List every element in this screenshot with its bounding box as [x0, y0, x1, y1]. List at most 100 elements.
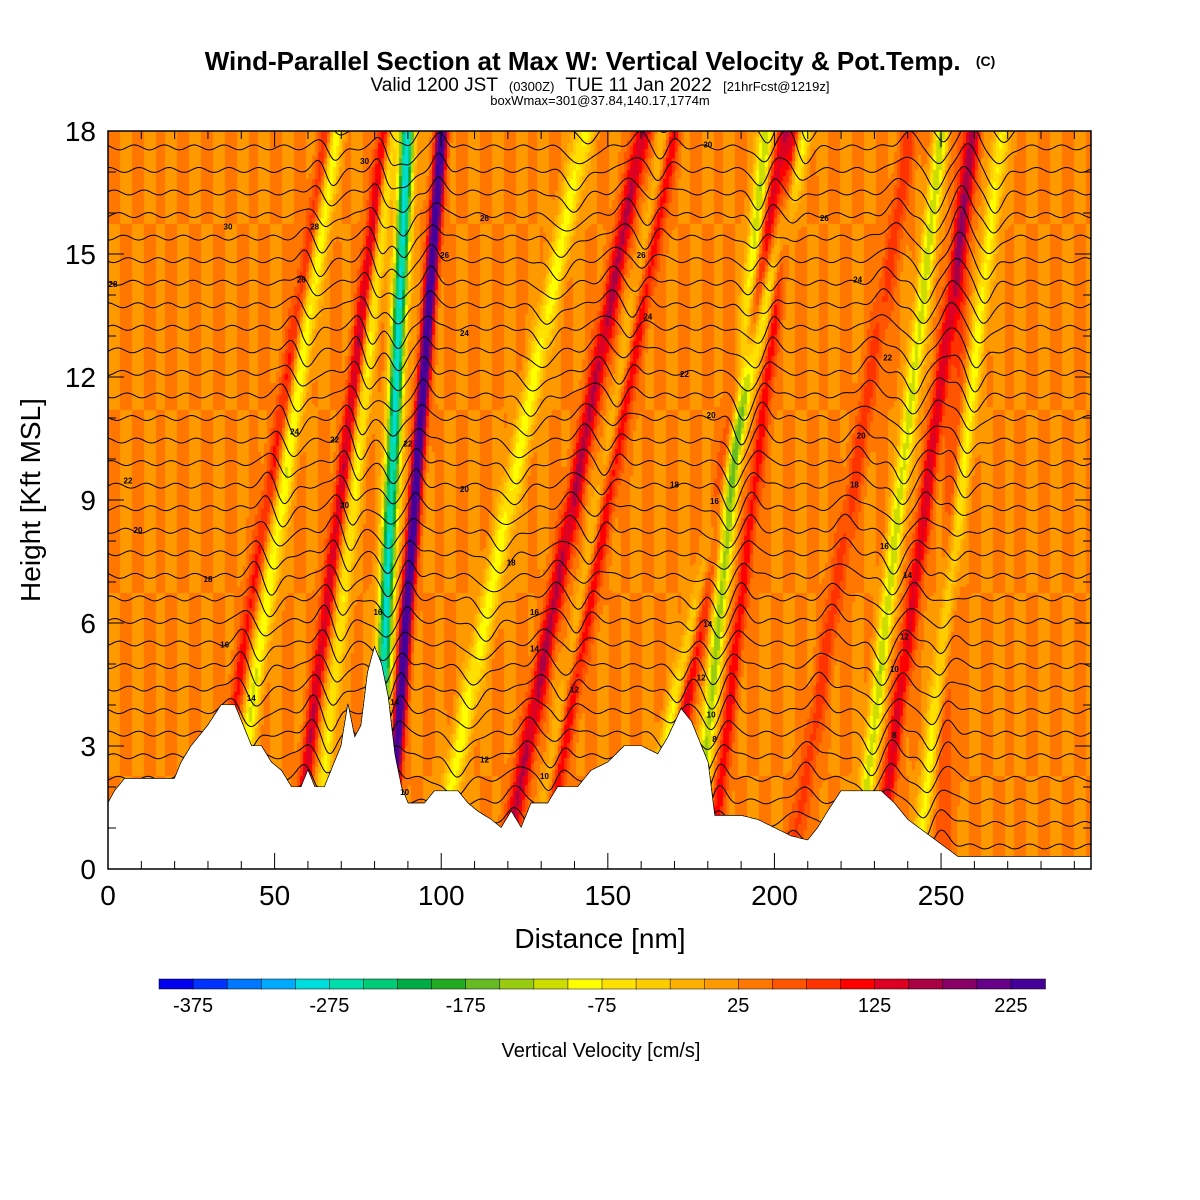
- contour-label: 14: [390, 698, 399, 707]
- colorbar-swatch: [738, 978, 774, 990]
- contour-label: 24: [460, 329, 469, 338]
- colorbar-swatch: [295, 978, 331, 990]
- contour-label: 18: [507, 559, 516, 568]
- y-tick-label: 0: [80, 854, 96, 885]
- contour-label: 28: [310, 222, 319, 231]
- theta-contour: [108, 513, 1091, 552]
- theta-contour: [108, 258, 1091, 305]
- colorbar-swatch: [465, 978, 501, 990]
- contour-label: 30: [360, 157, 369, 166]
- colorbar-tick-label: -75: [588, 995, 617, 1017]
- colorbar-tick-label: -175: [446, 995, 486, 1017]
- chart-title: Wind-Parallel Section at Max W: Vertical…: [205, 46, 996, 76]
- colorbar-swatch: [260, 978, 297, 990]
- axis-tick-labels: 0 50 100 150 200 250 0 3 6 9 12 15 18: [65, 116, 965, 911]
- colorbar-swatch: [669, 978, 705, 990]
- colorbar-swatch: [908, 978, 944, 990]
- contour-label: 22: [403, 440, 412, 449]
- colorbar-swatch: [567, 978, 603, 990]
- theta-contour: [108, 185, 1091, 237]
- plot-area: 28 22 20 18 16 14 30 28 26 24 22 20 30 16 14 22 10 26 24 20…: [108, 131, 1091, 869]
- contour-label: 22: [330, 436, 339, 445]
- colorbar-tick-label: 125: [858, 995, 891, 1017]
- theta-contour: [108, 131, 1091, 167]
- theta-contour: [108, 231, 1091, 282]
- x-tick-label: 0: [100, 880, 116, 911]
- colorbar: [158, 978, 1046, 990]
- copyright-mark: (C): [976, 53, 995, 69]
- colorbar-swatch: [703, 978, 740, 990]
- contour-label: 24: [290, 427, 299, 436]
- contour-label: 14: [703, 620, 712, 629]
- contour-label: 30: [224, 222, 233, 231]
- contour-label: 16: [710, 497, 719, 506]
- contour-label: 14: [903, 571, 912, 580]
- x-tick-label: 200: [751, 880, 798, 911]
- colorbar-swatch: [772, 978, 808, 990]
- colorbar-swatch: [601, 978, 637, 990]
- contour-label: 20: [134, 526, 143, 535]
- contour-label: 22: [680, 370, 689, 379]
- colorbar-swatch: [329, 978, 365, 990]
- theta-contour: [108, 581, 1091, 619]
- theta-contour: [108, 537, 1091, 575]
- theta-contour: [108, 646, 1091, 687]
- theta-contour: [108, 143, 1091, 191]
- theta-contour: [108, 445, 1091, 488]
- y-tick-label: 9: [80, 485, 96, 516]
- theta-contour: [108, 423, 1091, 465]
- contour-label: 26: [480, 214, 489, 223]
- box-info: boxWmax=301@37.84,140.17,1774m: [490, 93, 710, 108]
- x-tick-label: 50: [259, 880, 290, 911]
- theta-contour: [108, 399, 1091, 446]
- colorbar-swatch: [806, 978, 842, 990]
- contour-label: 18: [204, 575, 213, 584]
- x-tick-label: 250: [918, 880, 965, 911]
- contour-label: 20: [340, 501, 349, 510]
- contour-label: 20: [707, 411, 716, 420]
- y-tick-label: 12: [65, 362, 96, 393]
- chart-title-text: Wind-Parallel Section at Max W: Vertical…: [205, 46, 961, 76]
- colorbar-swatch: [431, 978, 467, 990]
- contour-label: 12: [900, 632, 909, 641]
- contour-label: 26: [820, 214, 829, 223]
- valid-prefix: Valid 1200 JST: [370, 75, 498, 96]
- colorbar-label: Vertical Velocity [cm/s]: [502, 1040, 701, 1062]
- y-axis-label: Height [Kft MSL]: [15, 398, 46, 602]
- colorbar-swatch: [942, 978, 978, 990]
- contour-label: 28: [109, 280, 118, 289]
- theta-contour: [108, 354, 1091, 395]
- contour-label: 12: [480, 755, 489, 764]
- terrain-mask: [108, 647, 1091, 869]
- contour-label: 20: [460, 485, 469, 494]
- colorbar-swatch: [363, 978, 399, 990]
- colorbar-tick-label: 225: [994, 995, 1027, 1017]
- theta-contour: [108, 646, 1091, 732]
- colorbar-swatch: [192, 978, 228, 990]
- x-axis-label: Distance [nm]: [514, 923, 685, 954]
- contour-label: 26: [440, 251, 449, 260]
- contour-label: 12: [570, 686, 579, 695]
- contour-label: 10: [540, 772, 549, 781]
- theta-contour: [108, 377, 1091, 421]
- y-tick-label: 18: [65, 116, 96, 147]
- colorbar-swatch: [226, 978, 262, 990]
- contour-label: 16: [220, 641, 229, 650]
- valid-time-line: Valid 1200 JST (0300Z) TUE 11 Jan 2022 […: [370, 75, 829, 96]
- colorbar-tick-label: -375: [173, 995, 213, 1017]
- theta-contour: [108, 327, 1091, 372]
- contour-label: 16: [530, 608, 539, 617]
- contour-label: 18: [850, 481, 859, 490]
- colorbar-swatch: [874, 978, 910, 990]
- theta-contour: [108, 165, 1091, 214]
- axis-ticks: [107, 130, 1091, 870]
- contour-label: 22: [883, 354, 892, 363]
- theta-contour: [108, 206, 1091, 259]
- contour-label: 10: [707, 710, 716, 719]
- theta-contour: [108, 468, 1091, 512]
- contour-label: 20: [857, 432, 866, 441]
- theta-contour: [108, 628, 1091, 665]
- y-tick-label: 6: [80, 608, 96, 639]
- colorbar-tick-label: -275: [309, 995, 349, 1017]
